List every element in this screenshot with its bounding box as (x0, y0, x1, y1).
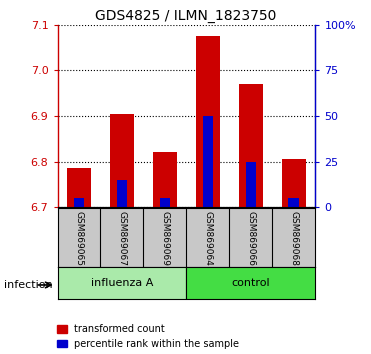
Bar (282, 159, 306, 207)
Text: control: control (232, 278, 270, 288)
Text: GSM869064: GSM869064 (203, 211, 213, 266)
Bar (73, 198, 84, 207)
Text: influenza A: influenza A (91, 278, 153, 288)
Text: GSM869067: GSM869067 (118, 211, 127, 266)
Text: GSM869068: GSM869068 (289, 211, 298, 266)
Text: GSM869069: GSM869069 (160, 211, 170, 266)
Bar (187, 267, 315, 299)
Text: GSM869065: GSM869065 (75, 211, 83, 266)
Bar (196, 36, 220, 207)
Bar (203, 116, 213, 207)
Bar (289, 198, 299, 207)
Bar (246, 161, 256, 207)
Bar (116, 180, 127, 207)
Text: infection: infection (4, 280, 52, 290)
Bar (153, 153, 177, 207)
Bar (67, 169, 91, 207)
Bar (110, 114, 134, 207)
Bar (58, 267, 187, 299)
Legend: transformed count, percentile rank within the sample: transformed count, percentile rank withi… (57, 324, 239, 349)
Bar (239, 84, 263, 207)
Text: GSM869066: GSM869066 (246, 211, 255, 266)
Text: GDS4825 / ILMN_1823750: GDS4825 / ILMN_1823750 (95, 9, 276, 23)
Bar (160, 198, 170, 207)
